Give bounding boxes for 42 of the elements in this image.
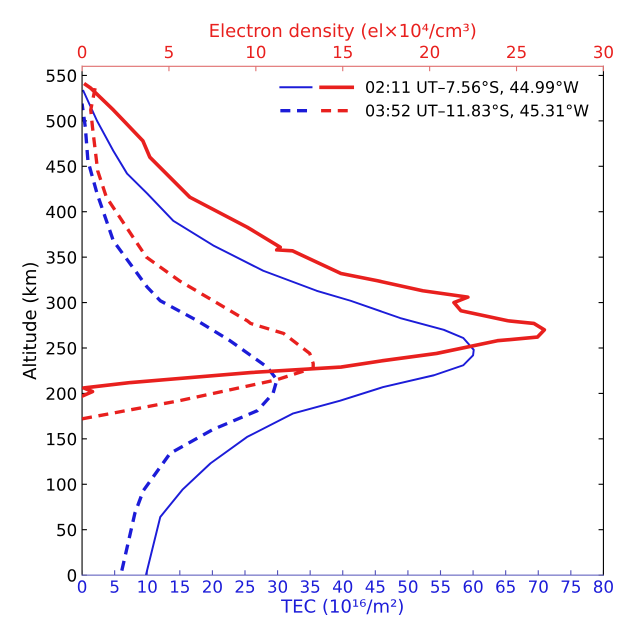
x2-tick-label: 25 [507,46,526,58]
x-tick-label: 40 [332,580,352,593]
y-tick-label: 250 [46,342,76,355]
legend-label: 03:52 UT–11.83°S, 45.31°W [366,104,589,118]
y-tick-label: 200 [46,387,76,400]
x-tick-label: 25 [236,580,254,593]
x2-tick-label: 15 [334,46,352,58]
x-axis-title: TEC (10¹⁶/m²) [281,598,403,615]
x-tick-label: 5 [110,580,118,593]
y-tick-label: 0 [68,569,76,582]
x-tick-label: 30 [268,580,288,593]
x-tick-label: 50 [398,580,418,593]
y-tick-label: 150 [47,432,76,446]
x-tick-label: 45 [366,580,384,593]
y-axis-title: Altitude (km) [22,263,38,380]
x-tick-label: 75 [562,580,580,593]
x2-tick-label: 10 [247,46,266,58]
y-tick-label: 500 [46,114,76,128]
y-tick-label: 400 [46,206,76,218]
x2-tick-label: 5 [164,46,173,58]
x-tick-label: 80 [594,580,613,593]
line-series [82,102,279,572]
x-tick-label: 10 [138,580,157,593]
x-tick-label: 15 [171,580,189,593]
x2-tick-label: 0 [78,46,86,58]
y-tick-label: 100 [47,478,76,491]
y-tick-label: 300 [46,296,76,310]
x2-tick-label: 30 [594,46,613,58]
x-tick-label: 60 [464,580,483,593]
x-tick-label: 0 [78,580,86,593]
x-tick-label: 20 [203,580,222,593]
y-tick-label: 550 [46,69,76,82]
y-tick-label: 350 [46,251,76,264]
x2-axis-title: Electron density (el×10⁴/cm³) [210,23,476,41]
x-tick-label: 35 [300,580,320,593]
y-tick-label: 450 [46,160,76,173]
x2-tick-label: 20 [420,46,440,58]
x-tick-label: 55 [431,580,450,593]
x-tick-label: 70 [529,580,548,593]
legend-label: 02:11 UT–7.56°S, 44.99°W [366,81,578,95]
x-tick-label: 65 [496,580,515,593]
y-tick-label: 50 [57,524,76,536]
